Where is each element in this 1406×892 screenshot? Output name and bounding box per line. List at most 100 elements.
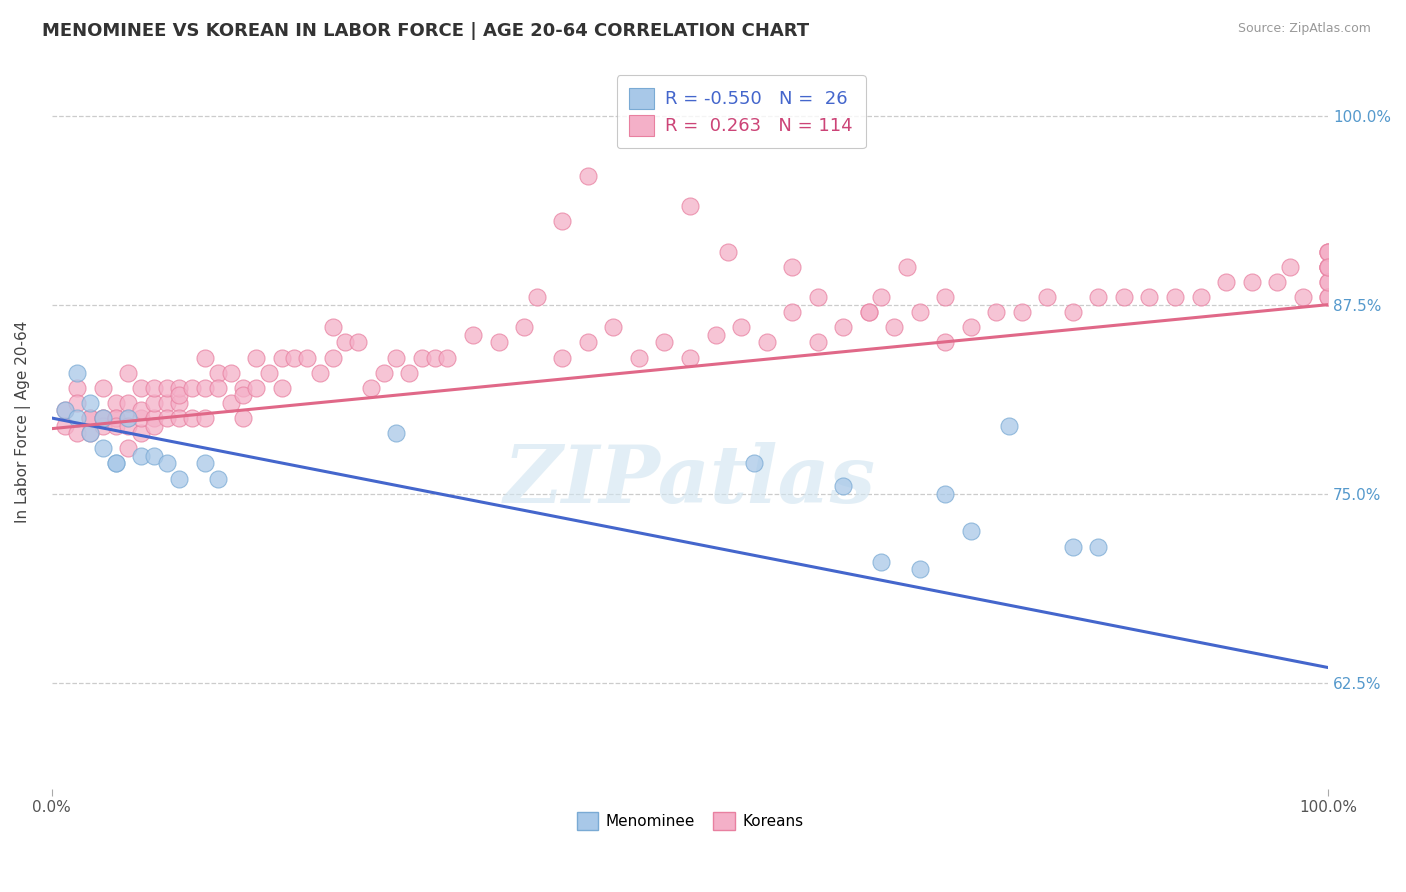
Point (436, 351, 458, 365)
Point (1317, 275, 1340, 289)
Point (398, 366, 420, 380)
Point (232, 388, 254, 402)
Point (335, 335, 357, 350)
Point (79, 426, 101, 441)
Point (181, 381, 204, 395)
Point (104, 411, 127, 425)
Point (207, 381, 229, 395)
Point (142, 411, 165, 425)
Point (245, 381, 267, 395)
Point (142, 449, 165, 463)
Point (117, 396, 139, 410)
Point (245, 351, 267, 365)
Point (1317, 260, 1340, 274)
Point (66, 426, 89, 441)
Point (858, 305, 880, 319)
Point (1011, 305, 1033, 319)
Point (91, 411, 114, 425)
Point (117, 366, 139, 380)
Point (551, 351, 574, 365)
Point (156, 396, 179, 410)
Point (1189, 290, 1212, 304)
Point (934, 335, 956, 350)
Point (883, 320, 905, 334)
Point (66, 381, 89, 395)
Point (654, 335, 676, 350)
Point (730, 320, 752, 334)
Point (1291, 290, 1313, 304)
Point (1112, 290, 1135, 304)
Point (870, 290, 893, 304)
Point (66, 366, 89, 380)
Point (1317, 290, 1340, 304)
Point (1164, 290, 1187, 304)
Point (998, 418, 1021, 433)
Point (104, 457, 127, 471)
Point (526, 290, 548, 304)
Point (104, 457, 127, 471)
Point (156, 411, 179, 425)
Point (1317, 244, 1340, 259)
Point (129, 449, 152, 463)
Point (219, 396, 242, 410)
Point (91, 411, 114, 425)
Point (1062, 540, 1084, 554)
Point (53, 418, 76, 433)
Point (602, 320, 624, 334)
Point (488, 335, 510, 350)
Point (1317, 244, 1340, 259)
Point (104, 396, 127, 410)
Point (832, 320, 855, 334)
Point (194, 411, 217, 425)
Point (117, 442, 139, 456)
Text: Source: ZipAtlas.com: Source: ZipAtlas.com (1237, 22, 1371, 36)
Point (53, 403, 76, 417)
Point (717, 244, 740, 259)
Point (117, 418, 139, 433)
Point (270, 381, 292, 395)
Point (1317, 244, 1340, 259)
Point (1278, 260, 1301, 274)
Point (576, 335, 599, 350)
Point (117, 411, 139, 425)
Point (755, 335, 778, 350)
Point (679, 351, 702, 365)
Point (411, 351, 433, 365)
Point (169, 471, 191, 485)
Point (385, 351, 408, 365)
Legend: Menominee, Koreans: Menominee, Koreans (571, 806, 810, 836)
Point (1317, 260, 1340, 274)
Point (91, 411, 114, 425)
Point (169, 396, 191, 410)
Point (169, 381, 191, 395)
Point (232, 411, 254, 425)
Point (79, 411, 101, 425)
Point (295, 351, 318, 365)
Point (385, 426, 408, 441)
Point (934, 486, 956, 500)
Point (129, 403, 152, 417)
Point (283, 351, 305, 365)
Point (79, 396, 101, 410)
Point (627, 351, 650, 365)
Point (1087, 290, 1109, 304)
Point (129, 426, 152, 441)
Point (129, 381, 152, 395)
Point (704, 327, 727, 342)
Point (207, 366, 229, 380)
Point (1139, 290, 1161, 304)
Point (117, 411, 139, 425)
Point (832, 479, 855, 493)
Point (194, 381, 217, 395)
Point (257, 366, 280, 380)
Point (142, 396, 165, 410)
Point (322, 320, 344, 334)
Point (1265, 275, 1288, 289)
Point (807, 290, 830, 304)
Point (959, 320, 981, 334)
Point (181, 411, 204, 425)
Point (142, 418, 165, 433)
Point (156, 381, 179, 395)
Point (66, 411, 89, 425)
Point (423, 351, 446, 365)
